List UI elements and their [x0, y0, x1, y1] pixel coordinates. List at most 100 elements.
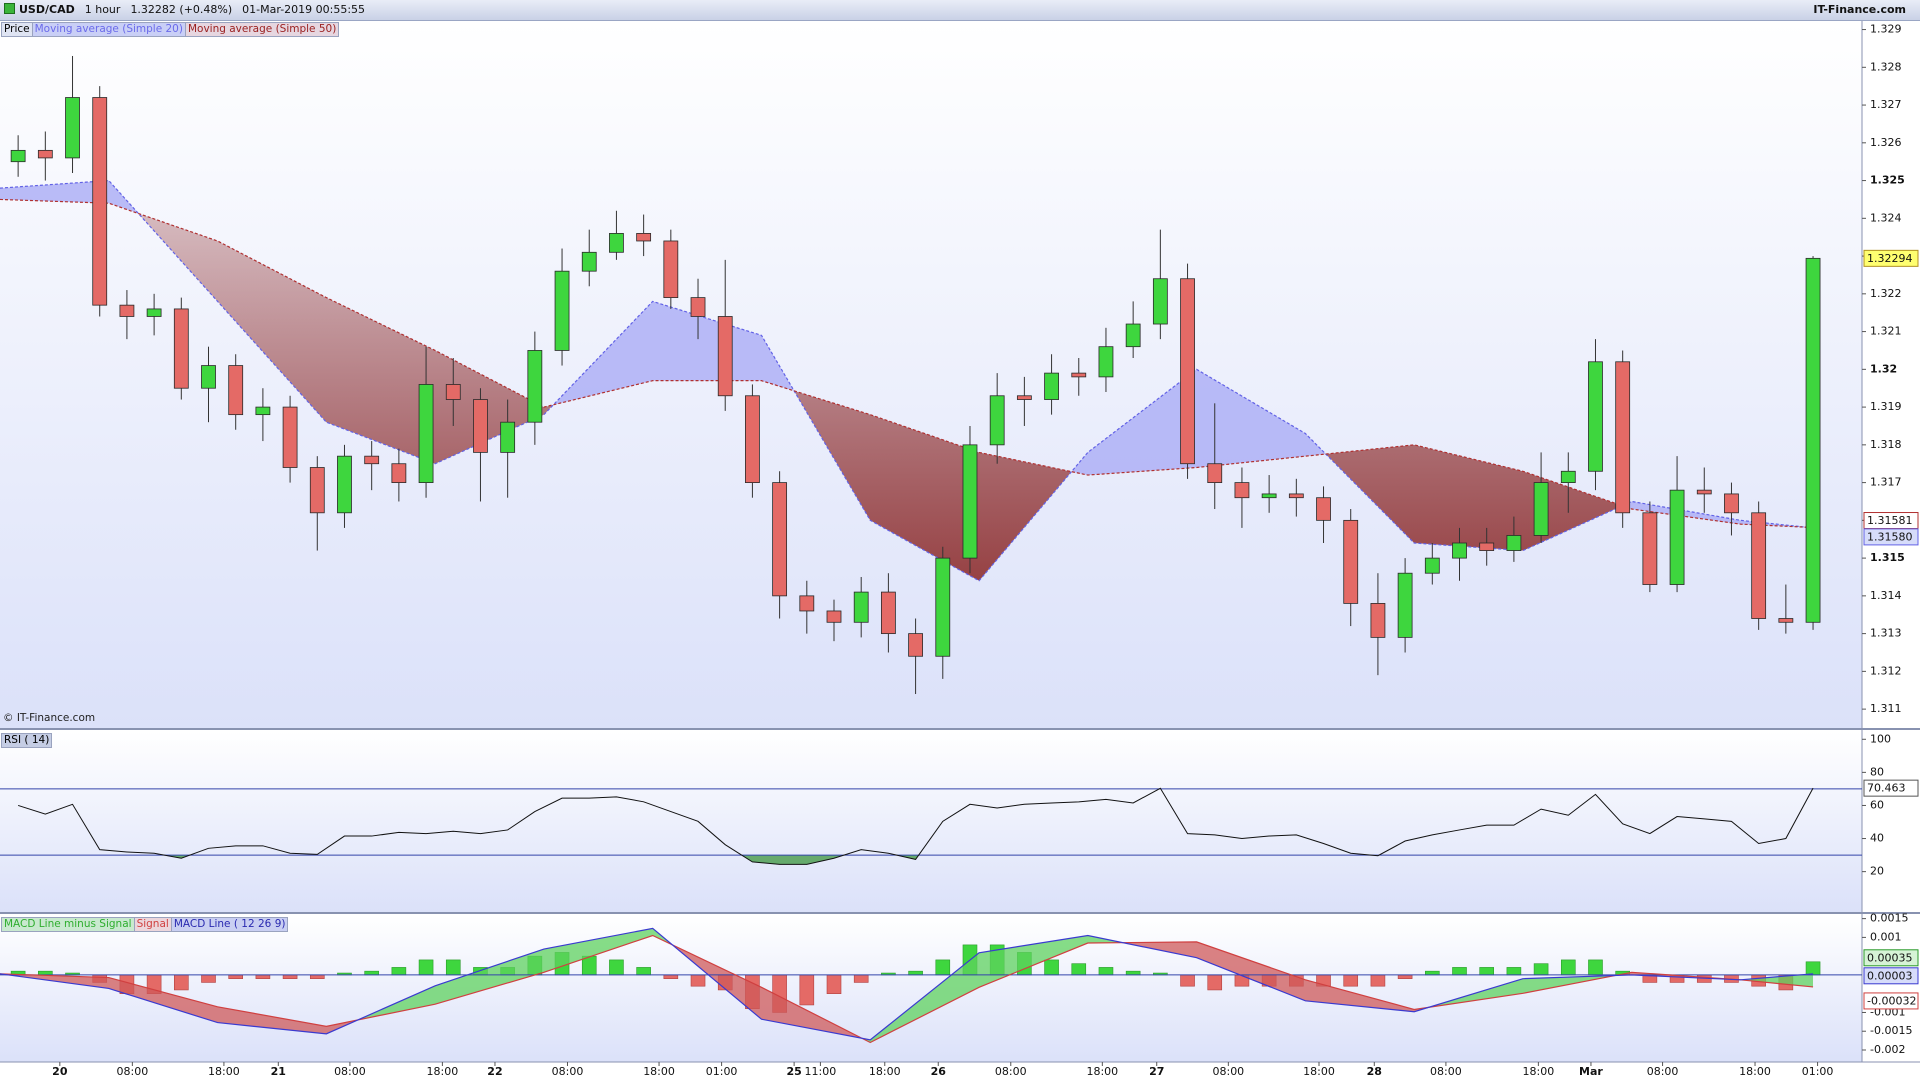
candle-body: [255, 406, 271, 416]
y-tick-label: 1.315: [1870, 551, 1905, 564]
histogram-bar: [609, 959, 624, 976]
histogram-bar: [1479, 967, 1494, 976]
candle-body: [1642, 512, 1658, 585]
last-value-box: [1863, 528, 1919, 546]
candle-body: [1588, 361, 1603, 472]
y-tick-label: 1.328: [1870, 60, 1902, 73]
interval: 1 hour: [84, 3, 121, 16]
legend-entry: RSI ( 14): [1, 733, 53, 748]
x-tick-label: Mar: [1579, 1065, 1603, 1078]
histogram-bar: [826, 974, 842, 994]
y-tick-label: 1.321: [1870, 325, 1902, 338]
y-tick-label: 0.001: [1870, 930, 1902, 943]
y-tick-label: 80: [1870, 765, 1884, 778]
price-pane: [0, 22, 1862, 728]
macd-line: [0, 927, 1814, 1041]
candle-body: [636, 233, 652, 242]
last-value-box: [1863, 992, 1919, 1010]
rsi-legend: RSI ( 14): [1, 733, 53, 748]
candle-body: [880, 591, 896, 635]
last-value-label: 1.31580: [1867, 530, 1913, 543]
candle-body: [309, 467, 325, 514]
ma-fill-below: [0, 199, 1814, 581]
candle-body: [1669, 489, 1685, 585]
candle-body: [65, 97, 80, 159]
x-tick-label: 21: [271, 1065, 286, 1078]
candle-body: [1316, 497, 1331, 521]
last-value-label: -0.00032: [1867, 994, 1916, 1007]
candle-body: [799, 595, 815, 612]
y-tick-label: 1.318: [1870, 438, 1902, 451]
y-tick-label: 1.325: [1870, 174, 1905, 187]
brand: IT-Finance.com: [1813, 3, 1906, 16]
candle-body: [1805, 257, 1821, 623]
histogram-bar: [309, 974, 325, 979]
y-tick-label: 60: [1870, 798, 1884, 811]
candle-body: [1016, 395, 1032, 400]
legend-entry: Signal: [133, 917, 172, 932]
histogram-bar: [282, 974, 298, 979]
histogram-bar: [228, 974, 243, 979]
last-value-label: 1.31581: [1867, 514, 1913, 527]
x-tick-label: 08:00: [1212, 1065, 1244, 1078]
candle-body: [1533, 482, 1549, 536]
candle-body: [1152, 278, 1168, 325]
last-value-label: 0.00035: [1867, 951, 1913, 964]
candle-body: [962, 444, 978, 559]
histogram-bar: [1452, 967, 1467, 976]
candle-body: [119, 304, 135, 317]
x-tick-label: 26: [931, 1065, 947, 1078]
x-tick-label: 22: [487, 1065, 502, 1078]
candle-body: [391, 463, 407, 483]
x-tick-label: 18:00: [1303, 1065, 1335, 1078]
candle-body: [717, 316, 733, 397]
histogram-bar: [1207, 974, 1223, 991]
candle-body: [1560, 470, 1576, 483]
legend-entry: Moving average (Simple 20): [31, 22, 186, 37]
moving-average-line: [0, 179, 1814, 582]
histogram-bar: [799, 974, 815, 1006]
candle-body: [1288, 493, 1304, 499]
candle-body: [1098, 346, 1114, 378]
candle-body: [1696, 489, 1712, 495]
x-tick-label: 18:00: [208, 1065, 240, 1078]
candle-body: [935, 557, 951, 657]
candle-body: [1506, 535, 1522, 551]
candle-body: [908, 633, 923, 657]
candle-body: [37, 149, 53, 159]
histogram-bar: [1425, 970, 1440, 976]
last-value-box: [1863, 779, 1919, 797]
candle-body: [201, 365, 216, 389]
histogram-bar: [1098, 967, 1114, 976]
histogram-bar: [38, 970, 53, 976]
x-tick-label: 28: [1367, 1065, 1382, 1078]
histogram-bar: [201, 974, 216, 983]
histogram-bar: [1506, 967, 1522, 976]
x-tick-label: 18:00: [1523, 1065, 1555, 1078]
candle-body: [1071, 372, 1087, 378]
y-tick-label: 40: [1870, 832, 1884, 845]
y-tick-label: 1.317: [1870, 476, 1902, 489]
x-tick-label: 08:00: [1430, 1065, 1462, 1078]
x-tick-label: 25: [786, 1065, 801, 1078]
datetime: 01-Mar-2019 00:55:55: [242, 3, 366, 16]
x-tick-label: 20: [52, 1065, 68, 1078]
y-tick-label: 100: [1870, 732, 1891, 745]
x-tick-label: 18:00: [869, 1065, 901, 1078]
legend-entry: MACD Line ( 12 26 9): [170, 917, 289, 932]
histogram-bar: [364, 970, 379, 976]
y-tick-label: 1.324: [1870, 211, 1902, 224]
y-tick-label: 20: [1870, 865, 1884, 878]
last-value-box: [1863, 949, 1919, 967]
legend-entry: Moving average (Simple 50): [184, 22, 340, 37]
y-tick-label: -0.0015: [1870, 1024, 1912, 1037]
histogram-bar: [935, 959, 951, 976]
x-tick-label: 27: [1149, 1065, 1164, 1078]
y-tick-label: 1.322: [1870, 287, 1902, 300]
x-tick-label: 08:00: [1647, 1065, 1679, 1078]
candle-body: [445, 384, 461, 400]
y-tick-label: 1.329: [1870, 23, 1902, 36]
candle-body: [1751, 512, 1767, 619]
